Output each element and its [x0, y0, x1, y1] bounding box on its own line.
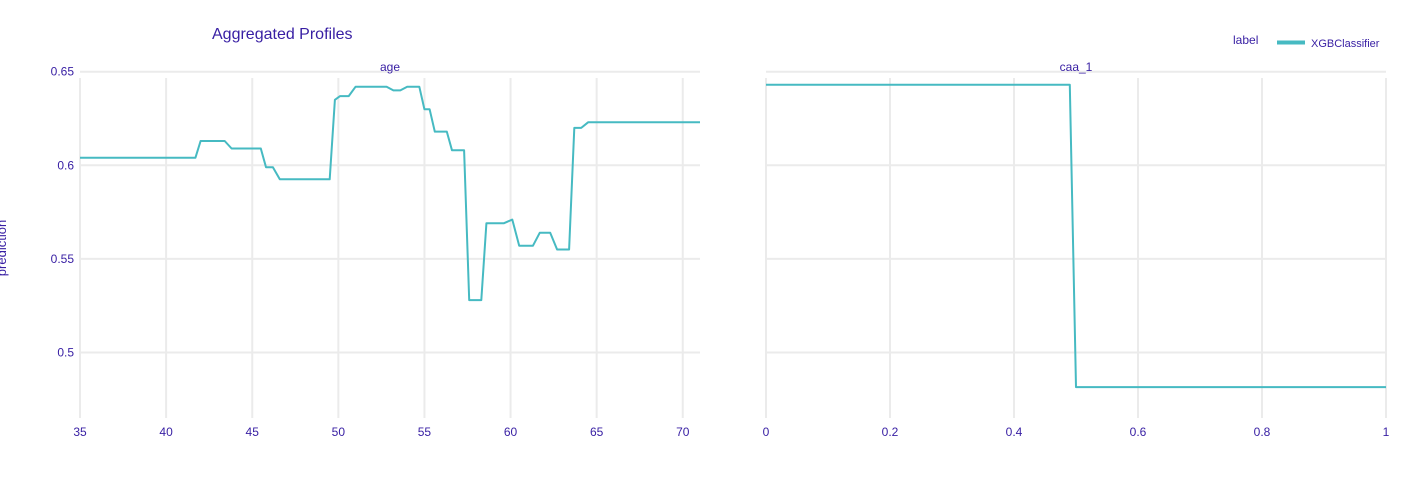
x-tick-label: 45 — [246, 425, 260, 439]
panel-age: 35 40 45 50 55 60 65 70 0.5 0.55 0.6 0.65 age — [51, 60, 700, 439]
panel-subtitle: age — [380, 60, 400, 74]
legend-title: label — [1233, 33, 1258, 47]
x-tick-label: 35 — [73, 425, 87, 439]
legend[interactable]: label XGBClassifier — [1233, 33, 1380, 50]
y-tick-label: 0.6 — [57, 158, 74, 172]
y-tick-label: 0.55 — [51, 252, 75, 266]
panel-caa-1: 0 0.2 0.4 0.6 0.8 1 caa_1 — [763, 60, 1390, 439]
x-tick-label: 65 — [590, 425, 604, 439]
x-tick-label: 50 — [332, 425, 346, 439]
legend-entry-xgbclassifier[interactable]: XGBClassifier — [1311, 38, 1380, 50]
x-tick-label: 0.4 — [1006, 425, 1023, 439]
y-tick-label: 0.5 — [57, 345, 74, 359]
x-tick-label: 0 — [763, 425, 770, 439]
x-tick-label: 0.6 — [1130, 425, 1147, 439]
x-tick-label: 1 — [1383, 425, 1390, 439]
chart-title: Aggregated Profiles — [212, 26, 353, 43]
y-axis-label: prediction — [0, 220, 9, 276]
x-tick-label: 70 — [676, 425, 690, 439]
series-line-xgbclassifier — [766, 83, 1386, 389]
x-tick-label: 55 — [418, 425, 432, 439]
x-tick-label: 0.2 — [882, 425, 899, 439]
x-tick-label: 0.8 — [1254, 425, 1271, 439]
y-tick-label: 0.65 — [51, 65, 75, 79]
x-tick-label: 60 — [504, 425, 518, 439]
panel-subtitle: caa_1 — [1060, 60, 1093, 74]
x-tick-label: 40 — [159, 425, 173, 439]
series-line-xgbclassifier — [80, 85, 700, 302]
